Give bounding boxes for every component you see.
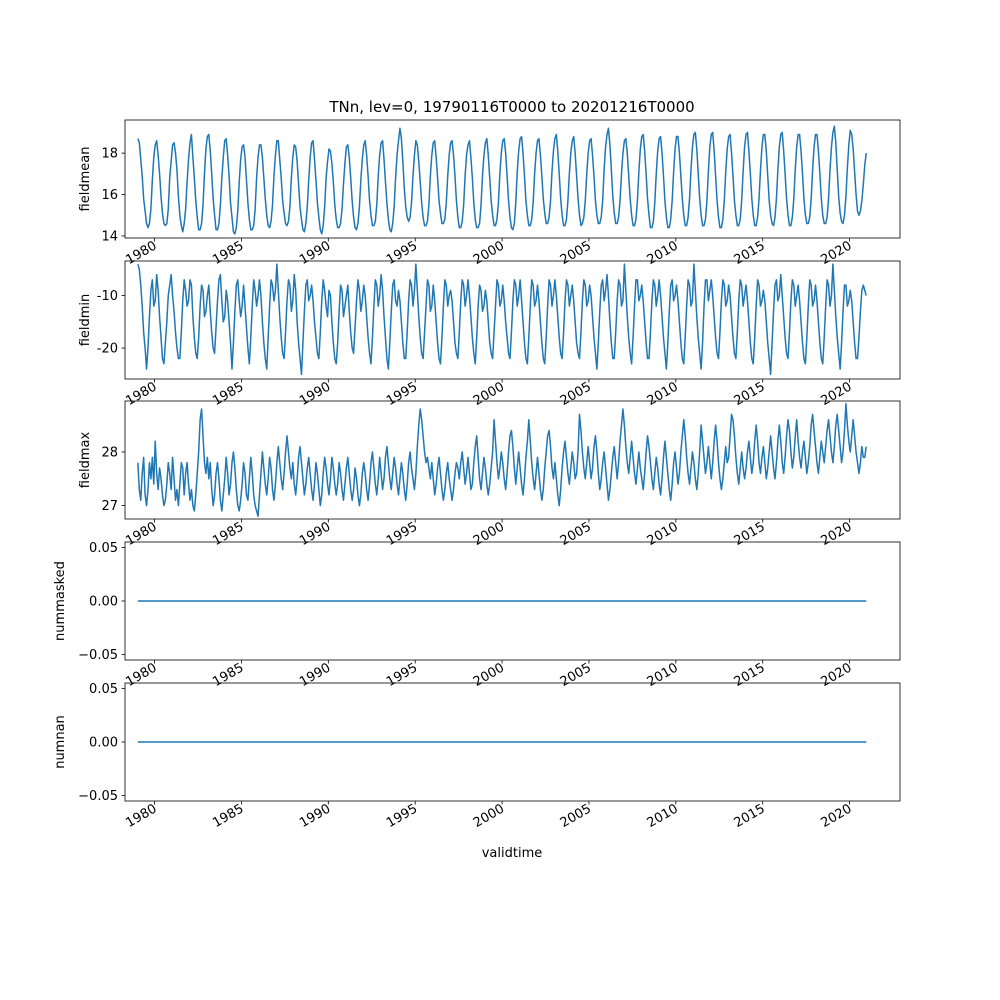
- axes-frame-fieldmax: [124, 400, 901, 520]
- x-tick-label: 1995: [384, 379, 420, 409]
- x-tick-label: 1995: [384, 801, 420, 831]
- panel-fieldmax: 27 28 fieldmax 1980 1985 1990 1995 2000 2005 2010…: [78, 400, 901, 549]
- y-tick-label: −0.05: [78, 648, 118, 663]
- x-tick-label: 2010: [645, 801, 681, 831]
- y-tick-label: 16: [101, 188, 118, 203]
- x-tick-label: 1990: [297, 519, 333, 549]
- x-tick-label: 2005: [558, 801, 594, 831]
- chart-title: TNn, lev=0, 19790116T0000 to 20201216T00…: [328, 98, 694, 116]
- x-axis-label: validtime: [482, 846, 543, 861]
- x-tick-label: 2000: [471, 379, 507, 409]
- x-tick-label: 1990: [297, 238, 333, 268]
- y-tick-label: 14: [101, 229, 118, 244]
- panel-numnan: −0.05 0.00 0.05 numnan 1980 1985 1990 1995 2000 2…: [53, 682, 901, 831]
- series-line-fieldmin: [137, 263, 867, 376]
- y-tick-label: 27: [101, 499, 118, 514]
- x-tick-label: 2005: [558, 379, 594, 409]
- x-tick-label: 2000: [471, 801, 507, 831]
- y-tick-label: 18: [101, 147, 118, 162]
- x-tick-label: 1985: [210, 519, 246, 549]
- x-tick-label: 1985: [210, 660, 246, 690]
- x-tick-label: 2005: [558, 238, 594, 268]
- y-tick-label: 0.05: [89, 682, 118, 697]
- panel-fieldmin: -20 -10 fieldmin 1980 1985 1990 1995 2000 2005 20…: [78, 260, 901, 409]
- x-tick-label: 1990: [297, 660, 333, 690]
- x-tick-label: 1980: [123, 801, 159, 831]
- x-tick-label: 2015: [732, 238, 768, 268]
- x-tick-label: 2020: [818, 660, 854, 690]
- x-tick-label: 2015: [732, 379, 768, 409]
- y-axis-label: fieldmean: [78, 147, 93, 212]
- x-tick-label: 2015: [732, 660, 768, 690]
- x-tick-label: 2000: [471, 660, 507, 690]
- x-tick-label: 2015: [732, 519, 768, 549]
- x-tick-label: 2020: [818, 379, 854, 409]
- x-tick-label: 1985: [210, 801, 246, 831]
- x-tick-label: 2010: [645, 379, 681, 409]
- x-tick-label: 1980: [123, 238, 159, 268]
- x-tick-label: 2020: [818, 801, 854, 831]
- x-tick-label: 2000: [471, 238, 507, 268]
- y-tick-label: 0.05: [89, 541, 118, 556]
- x-tick-label: 2005: [558, 660, 594, 690]
- x-tick-label: 1980: [123, 660, 159, 690]
- y-tick-label: -10: [97, 289, 118, 304]
- x-tick-label: 2005: [558, 519, 594, 549]
- x-tick-label: 2000: [471, 519, 507, 549]
- series-line-fieldmax: [137, 402, 867, 518]
- y-axis-label: fieldmin: [78, 294, 93, 347]
- x-tick-label: 1995: [384, 238, 420, 268]
- y-axis-label: fieldmax: [78, 432, 93, 489]
- x-tick-label: 1980: [123, 519, 159, 549]
- y-tick-label: 28: [101, 445, 118, 460]
- y-tick-label: −0.05: [78, 789, 118, 804]
- y-axis-label: nummasked: [53, 561, 68, 641]
- y-tick-label: 0.00: [89, 595, 118, 610]
- y-tick-label: -20: [97, 342, 118, 357]
- y-tick-label: 0.00: [89, 736, 118, 751]
- x-tick-label: 2015: [732, 801, 768, 831]
- x-tick-label: 1990: [297, 379, 333, 409]
- axes-frame-fieldmin: [124, 260, 901, 380]
- panel-nummasked: −0.05 0.00 0.05 nummasked 1980 1985 1990 1995 20…: [53, 541, 901, 690]
- x-tick-label: 2020: [818, 238, 854, 268]
- x-tick-label: 1985: [210, 238, 246, 268]
- x-tick-label: 2010: [645, 519, 681, 549]
- x-tick-label: 2010: [645, 238, 681, 268]
- x-tick-label: 1990: [297, 801, 333, 831]
- axes-frame-fieldmean: [124, 119, 901, 239]
- panel-fieldmean: 14 16 18 fieldmean 1980 1985 1990 1995 2000 2005 2…: [78, 119, 901, 268]
- x-tick-label: 2010: [645, 660, 681, 690]
- x-tick-label: 1980: [123, 379, 159, 409]
- y-axis-label: numnan: [53, 715, 68, 769]
- series-line-fieldmean: [137, 125, 867, 235]
- x-tick-label: 1985: [210, 379, 246, 409]
- x-tick-label: 1995: [384, 519, 420, 549]
- x-tick-label: 1995: [384, 660, 420, 690]
- x-tick-label: 2020: [818, 519, 854, 549]
